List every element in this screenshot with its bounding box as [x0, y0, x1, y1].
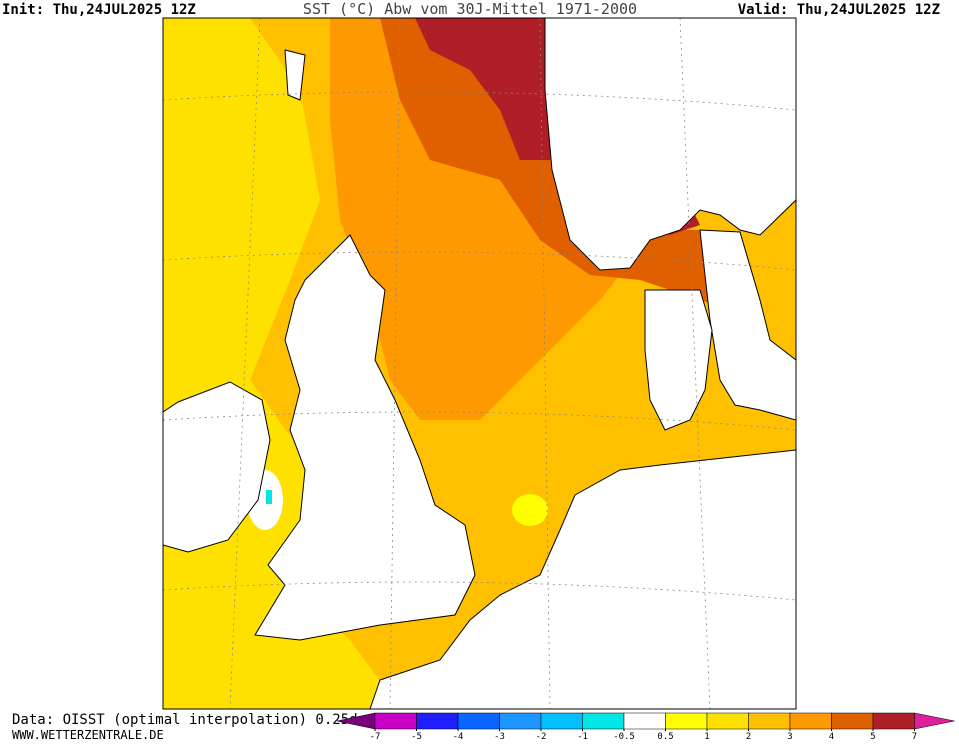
- colorbar-tick-label: -2: [536, 732, 547, 741]
- continent: [369, 449, 796, 709]
- colorbar-tick-label: 5: [870, 732, 875, 741]
- colorbar-tick-label: -3: [494, 732, 505, 741]
- faroe: [284, 49, 306, 101]
- colorbar-tick-label: 3: [787, 732, 792, 741]
- colorbar-tick-label: 4: [829, 732, 834, 741]
- map: [162, 17, 797, 710]
- colorbar-tick-label: 7: [912, 732, 917, 741]
- colorbar-segment: [623, 712, 666, 730]
- graticule: [163, 18, 796, 709]
- colorbar-tick-label: 0.5: [657, 732, 673, 741]
- colorbar-segment: [457, 712, 500, 730]
- colorbar-segment: [831, 712, 874, 730]
- colorbar: -7 -5 -4 -3 -2 -1 -0.5 0.5 1 2 3 4 5 7: [336, 712, 955, 742]
- colorbar-tick-label: 2: [746, 732, 751, 741]
- great-britain: [254, 234, 476, 641]
- title: SST (°C) Abw vom 30J-Mittel 1971-2000: [303, 0, 637, 18]
- colorbar-segment: [374, 712, 417, 730]
- land: [163, 18, 796, 709]
- colorbar-tick-label: -4: [453, 732, 464, 741]
- colorbar-segment: [872, 712, 915, 730]
- colorbar-tick-label: -7: [370, 732, 381, 741]
- sea-red: [415, 18, 560, 160]
- data-source: Data: OISST (optimal interpolation) 0.25…: [12, 712, 374, 728]
- colorbar-high-triangle: [914, 712, 955, 730]
- colorbar-tick-label: 1: [704, 732, 709, 741]
- map-frame: [162, 17, 797, 710]
- colorbar-segment: [582, 712, 625, 730]
- init-label: Init: Thu,24JUL2025 12Z: [2, 2, 196, 18]
- colorbar-segment: [416, 712, 459, 730]
- colorbar-segment: [789, 712, 832, 730]
- website: WWW.WETTERZENTRALE.DE: [12, 728, 164, 741]
- colorbar-segment: [706, 712, 749, 730]
- colorbar-segment: [665, 712, 708, 730]
- ireland: [163, 381, 271, 553]
- sea-dark-orange: [380, 18, 760, 320]
- colorbar-segment: [748, 712, 791, 730]
- colorbar-tick-label: -5: [411, 732, 422, 741]
- denmark: [644, 289, 713, 431]
- sea-cool: [266, 490, 272, 504]
- valid-label: Valid: Thu,24JUL2025 12Z: [738, 2, 940, 18]
- sea-yellow-spot: [512, 494, 548, 526]
- colorbar-segment: [499, 712, 542, 730]
- colorbar-tick-label: -1: [577, 732, 588, 741]
- sweden-south: [699, 229, 796, 421]
- colorbar-segment: [540, 712, 583, 730]
- colorbar-tick-label: -0.5: [613, 732, 635, 741]
- scandinavia: [544, 18, 796, 271]
